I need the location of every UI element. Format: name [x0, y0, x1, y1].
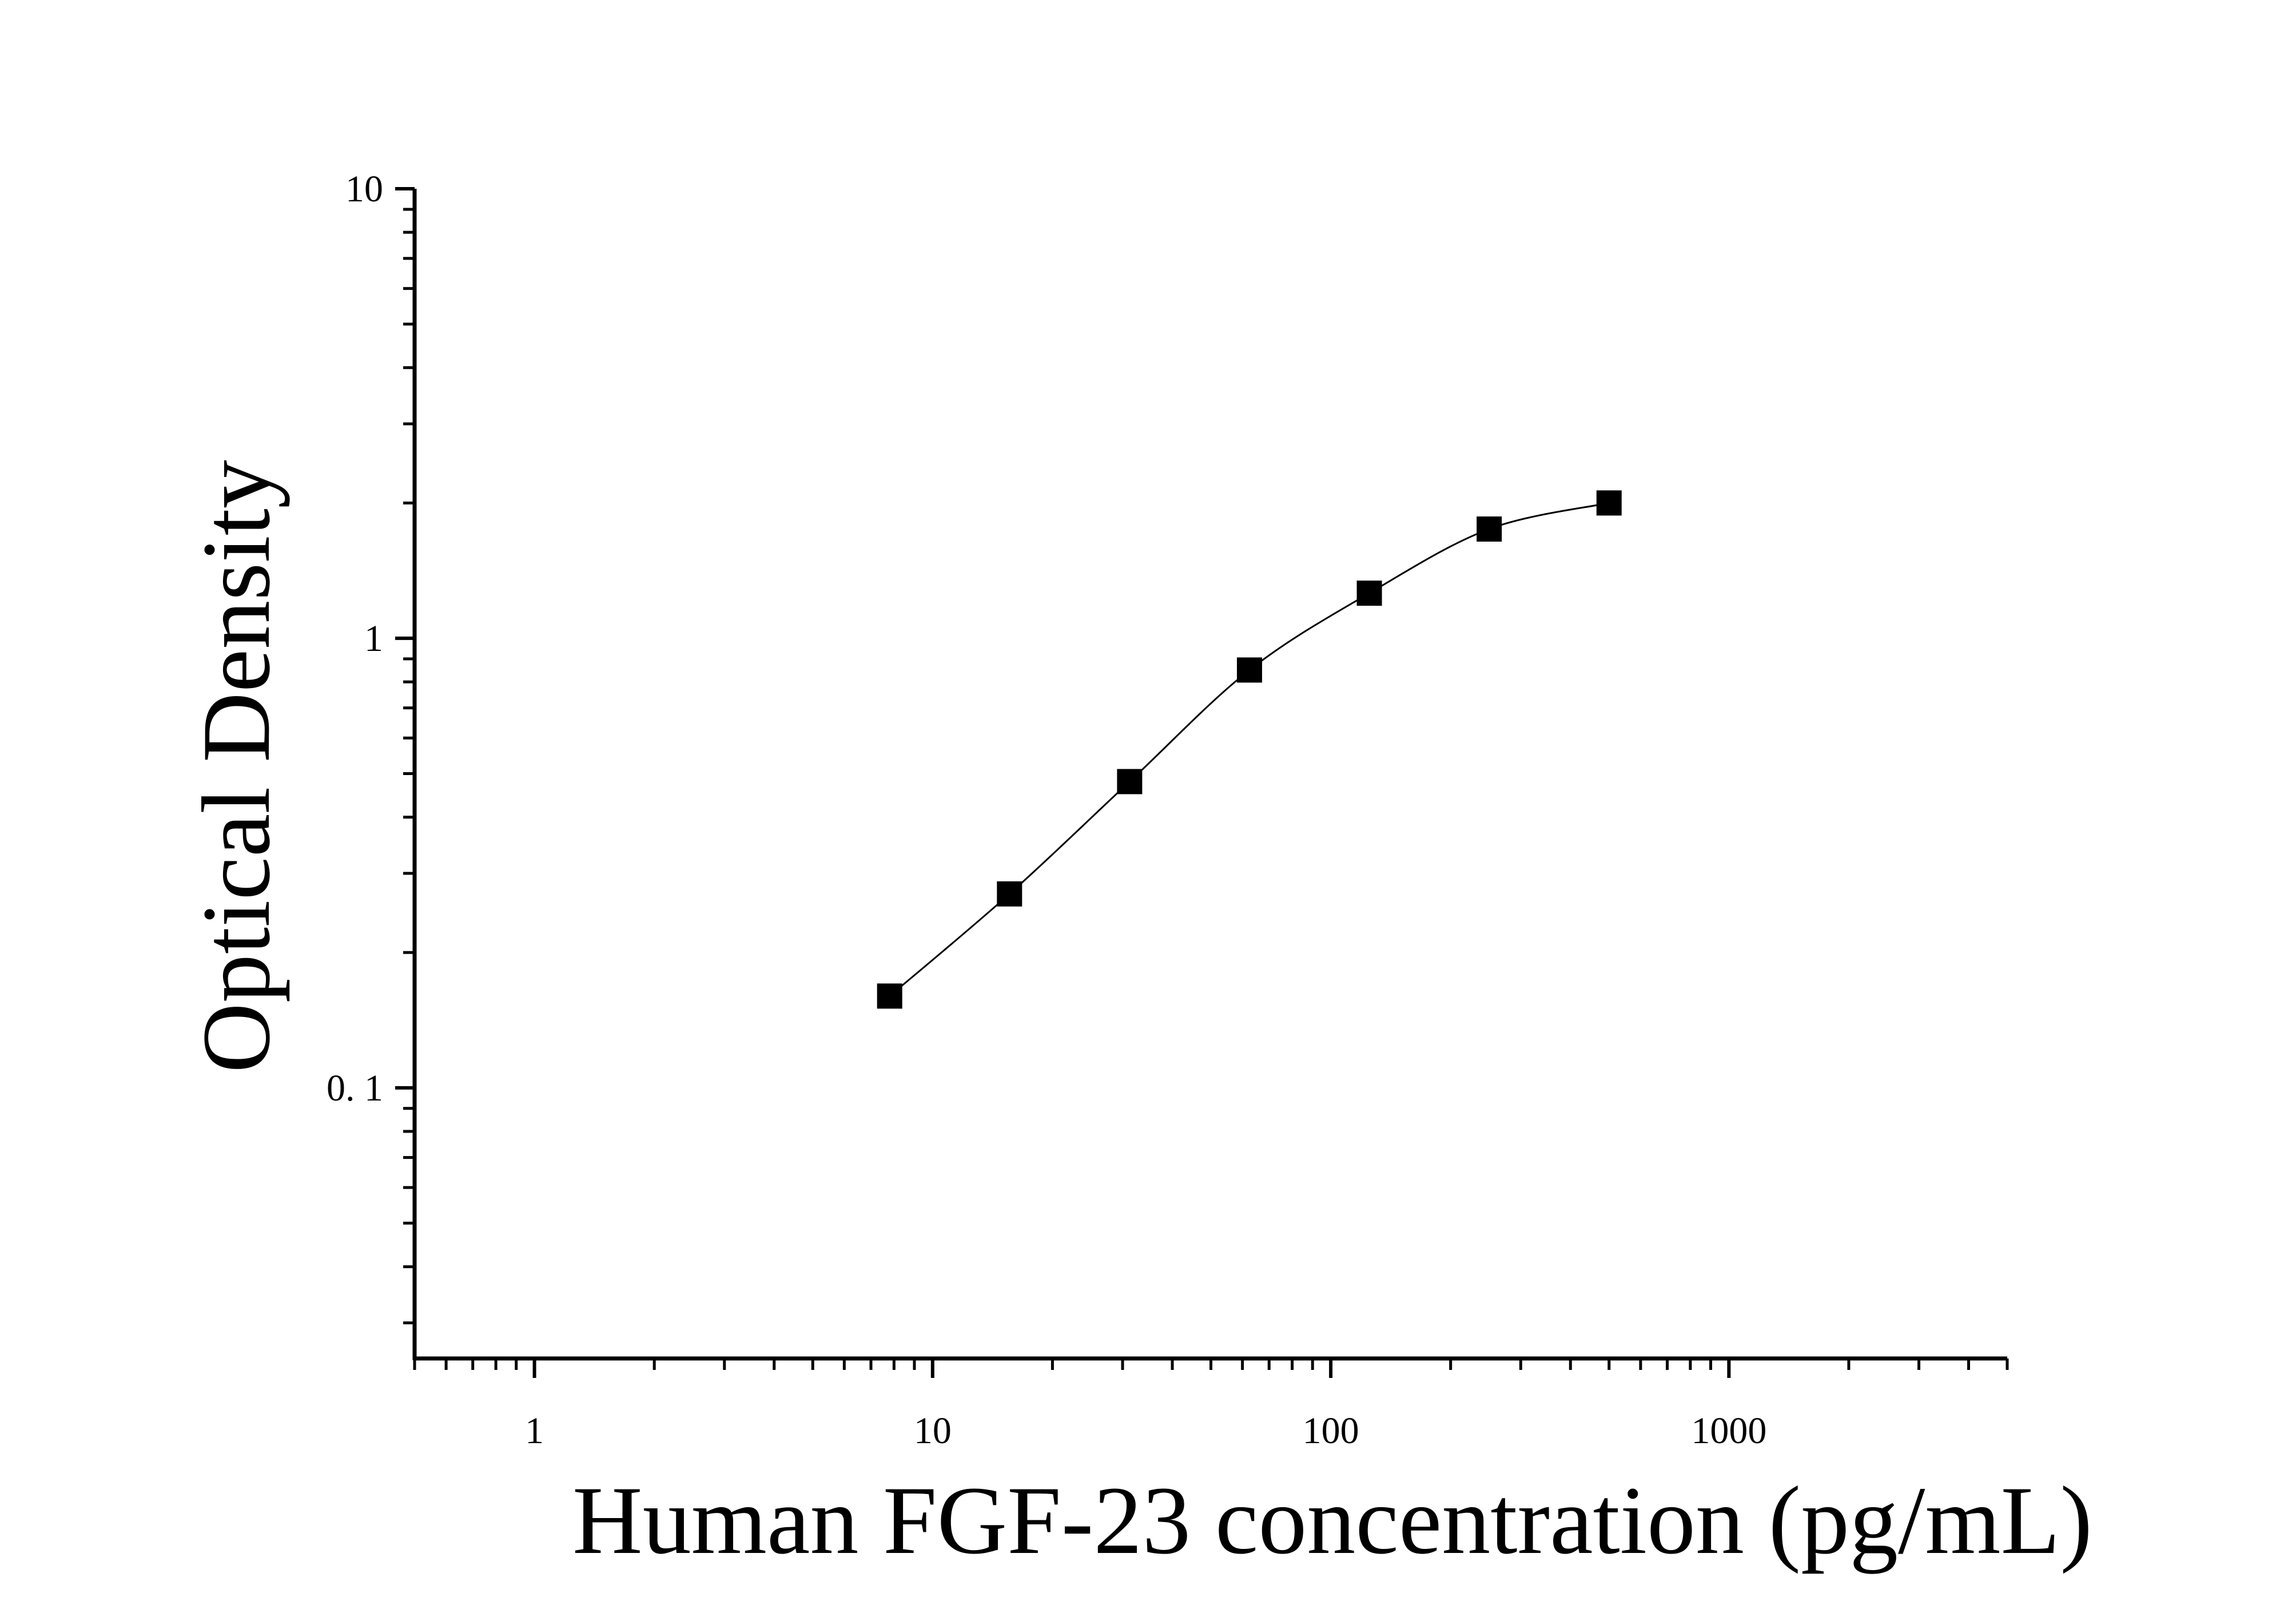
data-point [1117, 769, 1143, 794]
y-tick-label: 1 [364, 618, 383, 660]
data-point [1236, 657, 1262, 683]
x-tick-label: 1 [525, 1410, 544, 1452]
data-point [1356, 581, 1382, 606]
axes [412, 189, 2007, 1361]
y-axis-title: Optical Density [182, 460, 290, 1073]
x-axis-ticks: 1 10 100 1000 [413, 1358, 2009, 1452]
data-point [997, 881, 1022, 907]
y-tick-label: 0. 1 [327, 1067, 383, 1109]
x-axis-title: Human FGF-23 concentration (pg/mL) [572, 1467, 2092, 1574]
y-axis-ticks: 0. 1 1 10 [327, 168, 415, 1325]
data-point [1477, 516, 1502, 542]
fit-curve [889, 502, 1610, 997]
x-tick-label: 10 [914, 1410, 952, 1452]
fit-curve-group [889, 502, 1610, 997]
data-point [877, 983, 902, 1009]
x-tick-label: 100 [1303, 1410, 1359, 1452]
data-points [877, 490, 1622, 1009]
y-tick-label: 10 [345, 168, 383, 210]
data-point [1596, 490, 1622, 516]
x-tick-label: 1000 [1691, 1410, 1766, 1452]
